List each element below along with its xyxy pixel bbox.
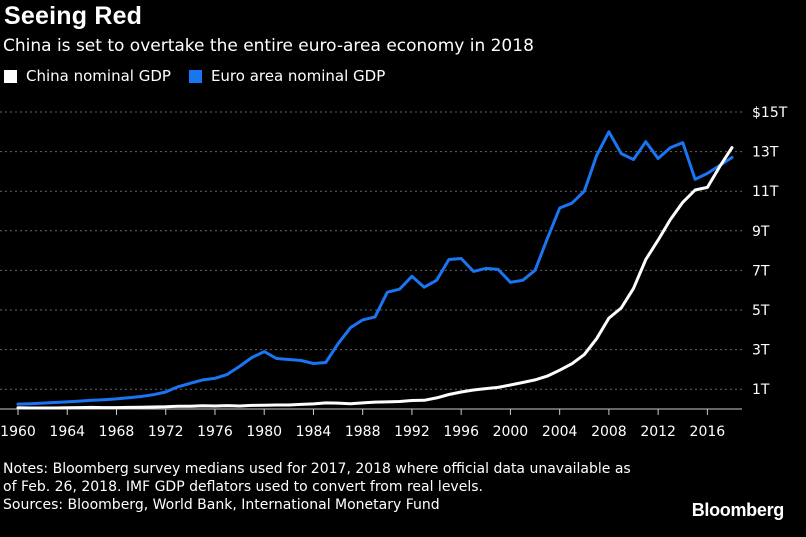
x-tick-label: 1976 [197, 424, 233, 440]
legend-item-china: China nominal GDP [4, 67, 171, 85]
y-tick-label: 5T [752, 303, 770, 319]
notes-line-1: Notes: Bloomberg survey medians used for… [3, 461, 631, 477]
y-tick-label: 7T [752, 263, 770, 279]
bloomberg-logo: Bloomberg [691, 500, 785, 520]
sources-line: Sources: Bloomberg, World Bank, Internat… [3, 497, 440, 513]
x-tick-label: 1984 [296, 424, 332, 440]
x-tick-label: 1988 [345, 424, 381, 440]
y-axis-ticks: 1T 3T 5T 7T 9T 11T 13T $15T [752, 105, 788, 398]
x-tick-label: 1992 [394, 424, 430, 440]
x-tick-label: 2012 [640, 424, 676, 440]
x-tick-label: 1996 [443, 424, 479, 440]
y-tick-label: 11T [752, 184, 779, 200]
footnotes: Notes: Bloomberg survey medians used for… [3, 460, 631, 514]
y-tick-label: 13T [752, 145, 779, 161]
y-tick-label: 1T [752, 382, 770, 398]
series-lines [16, 130, 734, 410]
legend: China nominal GDP Euro area nominal GDP [4, 67, 403, 85]
legend-item-euro: Euro area nominal GDP [188, 67, 386, 85]
chart-title: Seeing Red [4, 2, 143, 30]
grid-lines [0, 111, 742, 410]
x-tick-label: 1972 [148, 424, 184, 440]
x-tick-label: 1968 [99, 424, 135, 440]
legend-swatch-china [4, 69, 17, 83]
x-tick-label: 2000 [493, 424, 529, 440]
x-tick-label: 1960 [0, 424, 36, 440]
series-line-euro [16, 130, 734, 406]
legend-label-euro: Euro area nominal GDP [210, 67, 386, 85]
chart-subtitle: China is set to overtake the entire euro… [3, 36, 534, 56]
series-line-china [16, 146, 734, 410]
y-tick-label: 3T [752, 343, 770, 359]
y-tick-label: 9T [752, 224, 770, 240]
x-tick-label: 2016 [690, 424, 726, 440]
legend-label-china: China nominal GDP [26, 67, 171, 85]
notes-line-2: of Feb. 26, 2018. IMF GDP deflators used… [3, 479, 483, 495]
x-tick-label: 1964 [49, 424, 85, 440]
legend-swatch-euro [188, 69, 202, 83]
x-tick-label: 2008 [591, 424, 627, 440]
y-tick-label: $15T [752, 105, 788, 121]
x-tick-label: 1980 [246, 424, 282, 440]
x-axis-ticks: 1960 1964 1968 1972 1976 1980 1984 1988 1992 1996… [0, 409, 725, 440]
x-tick-label: 2004 [542, 424, 578, 440]
